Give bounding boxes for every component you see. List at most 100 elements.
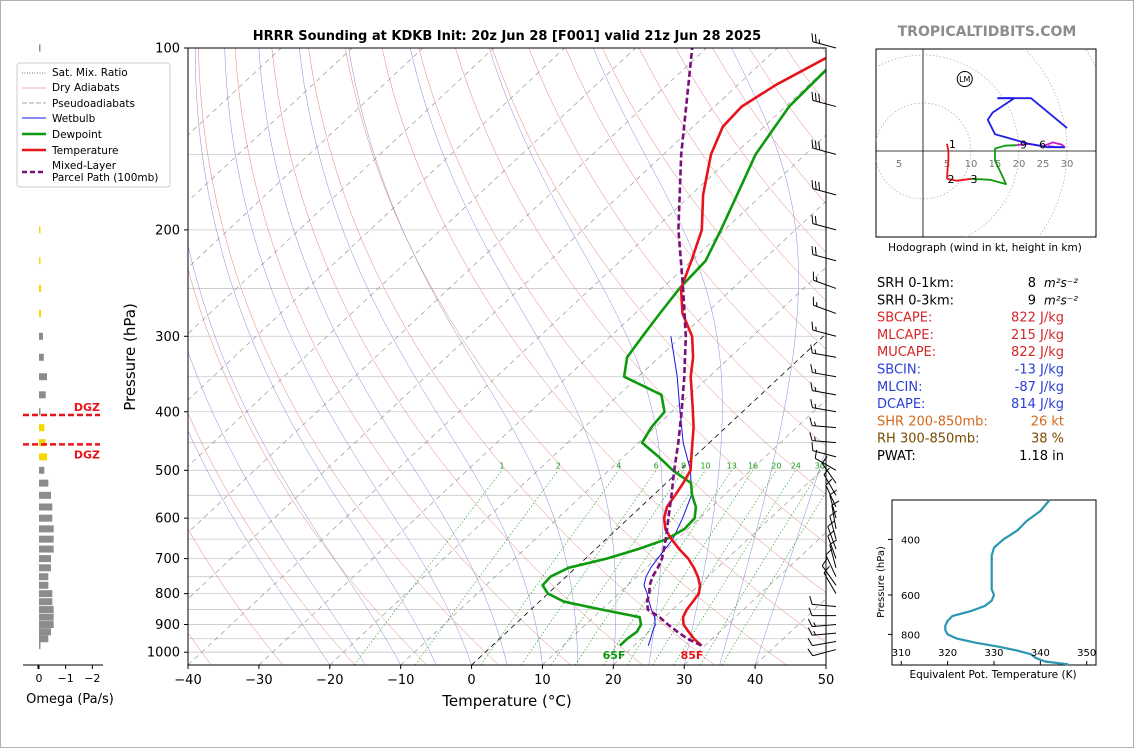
dry-adiabat-line — [234, 48, 571, 665]
hodograph-height-label: 9 — [1020, 138, 1027, 151]
mixing-ratio-line — [603, 470, 733, 665]
dry-adiabat-line — [344, 48, 787, 665]
wind-barb — [811, 91, 837, 108]
theta-e-x-tick-label: 330 — [984, 648, 1003, 659]
stat-label: DCAPE: — [877, 397, 925, 412]
legend-pseudoadiabats: Pseudoadiabats — [52, 98, 135, 110]
theta-e-profile — [944, 499, 1069, 666]
wind-barb — [809, 417, 837, 429]
wind-barb — [812, 271, 837, 289]
hodograph-ring-label: 10 — [965, 159, 978, 170]
pseudoadiabat-line — [188, 244, 401, 665]
stat-unit: m²s⁻² — [1044, 276, 1078, 290]
wind-barb — [811, 246, 837, 262]
isotherm-line — [188, 48, 707, 533]
omega-tick-label: 0 — [36, 672, 43, 685]
skewt-xlabel: Temperature (°C) — [441, 692, 571, 710]
pseudoadiabat-line — [224, 48, 472, 665]
x-tick-label: 10 — [534, 673, 551, 688]
x-tick-label: −30 — [245, 673, 272, 688]
isotherm-line — [188, 48, 778, 600]
wind-barb-staff — [812, 425, 837, 429]
dry-adiabat-line — [418, 48, 826, 593]
wind-barb — [807, 627, 837, 636]
wind-barb — [807, 618, 837, 628]
wind-barb-staff — [829, 544, 837, 568]
dry-adiabat-line — [491, 48, 826, 495]
wind-barb-staff — [812, 640, 837, 647]
omega-panel: 0 −1 −2 Omega (Pa/s) DGZ DGZ — [23, 44, 114, 707]
wind-barb-flag — [818, 93, 821, 103]
wind-barb-flag — [809, 595, 813, 605]
skewt-ticks: −40 −30 −20 −10 0 10 20 30 40 50 100 200 300 400 500 60… — [147, 42, 834, 689]
pseudoadiabat-line — [188, 430, 331, 665]
wind-barb-flag — [810, 399, 813, 408]
omega-bar — [39, 257, 41, 265]
dry-adiabat-line — [271, 48, 643, 665]
omega-bar — [39, 590, 53, 598]
stat-row: SRH 0-1km: 8 m²s⁻² — [877, 276, 1078, 291]
wind-barb — [811, 139, 837, 155]
isotherm-line — [188, 48, 636, 467]
omega-bar — [39, 332, 43, 340]
wind-barb-flag — [807, 648, 814, 657]
wind-barb-staff — [829, 494, 837, 519]
wind-barb-flag — [829, 489, 838, 496]
wind-barb — [827, 530, 837, 559]
stat-value: 8 — [1028, 276, 1036, 291]
mixing-ratio-label: 36 — [835, 461, 845, 470]
mixing-ratio-label: 20 — [771, 461, 781, 470]
stat-value: 38 % — [1031, 432, 1064, 447]
omega-bar — [39, 466, 45, 474]
mixing-ratio-label: 6 — [654, 461, 659, 470]
wind-barb-staff — [827, 526, 837, 550]
skewt-panel: 1 2 4 6 8 10 13 16 20 24 30 36 −40 −30 −20 −10 0 10 20 30 4… — [16, 33, 845, 710]
y-tick-label: 400 — [155, 405, 180, 420]
stat-label: SRH 0-3km: — [877, 293, 954, 308]
wind-barb-flag — [814, 34, 817, 43]
wind-barb-flag — [831, 500, 840, 506]
dry-adiabat-line — [308, 48, 715, 665]
storm-motion-marker — [962, 254, 977, 269]
isotherm-line — [188, 68, 826, 665]
y-tick-label: 500 — [155, 464, 180, 479]
hodograph-panel: 5 5 10 15 20 25 30 1 2 3 9 6 LM RM Hodograph (wind i… — [875, 48, 1097, 269]
theta-e-x-tick-label: 340 — [1031, 648, 1050, 659]
y-tick-label: 700 — [155, 552, 180, 567]
theta-e-line — [944, 499, 1069, 666]
pseudoadiabat-line — [194, 48, 437, 665]
stat-row: SRH 0-3km: 9 m²s⁻² — [877, 293, 1078, 308]
stat-label: MLCIN: — [877, 380, 922, 395]
stat-value: 1.18 in — [1019, 449, 1064, 464]
wind-barb — [809, 595, 837, 607]
wind-barb-flag — [809, 417, 813, 426]
wind-barb-staff — [814, 457, 837, 471]
wind-barb-flag — [814, 140, 817, 150]
isotherm-line — [329, 200, 826, 665]
wind-barb-half-flag — [813, 436, 817, 442]
wind-barb — [810, 344, 837, 358]
theta-e-x-tick-label: 350 — [1077, 648, 1096, 659]
wind-barb-staff — [812, 632, 837, 636]
hodograph-segment — [946, 177, 972, 182]
wind-barb-flag — [814, 246, 817, 256]
legend-temperature: Temperature — [51, 145, 119, 157]
wind-barb-staff — [829, 515, 837, 540]
mixing-ratio-line — [626, 470, 754, 665]
mixing-ratio-line — [700, 470, 821, 665]
mixing-ratio-label: 8 — [681, 461, 686, 470]
theta-e-ticks: 310 320 330 340 350 400 600 800 — [888, 535, 1096, 665]
omega-bar — [39, 545, 54, 553]
omega-bar — [39, 479, 49, 487]
theta-e-y-tick-label: 400 — [901, 535, 920, 546]
storm-motion-label: LM — [959, 75, 970, 84]
dgz-label: DGZ — [74, 401, 100, 414]
wind-barb-staff — [812, 440, 837, 444]
stat-value: -87 J/kg — [1015, 380, 1064, 395]
mixing-ratio-label: 24 — [791, 461, 801, 470]
omega-bar — [39, 555, 51, 563]
wind-barb — [823, 467, 837, 496]
theta-e-panel: 310 320 330 340 350 400 600 800 Equivalent Pot.… — [876, 499, 1097, 681]
stat-value: -13 J/kg — [1015, 363, 1064, 378]
stats-table: SRH 0-1km: 8 m²s⁻² SRH 0-3km: 9 m²s⁻² SBCAPE: 8… — [877, 276, 1078, 464]
